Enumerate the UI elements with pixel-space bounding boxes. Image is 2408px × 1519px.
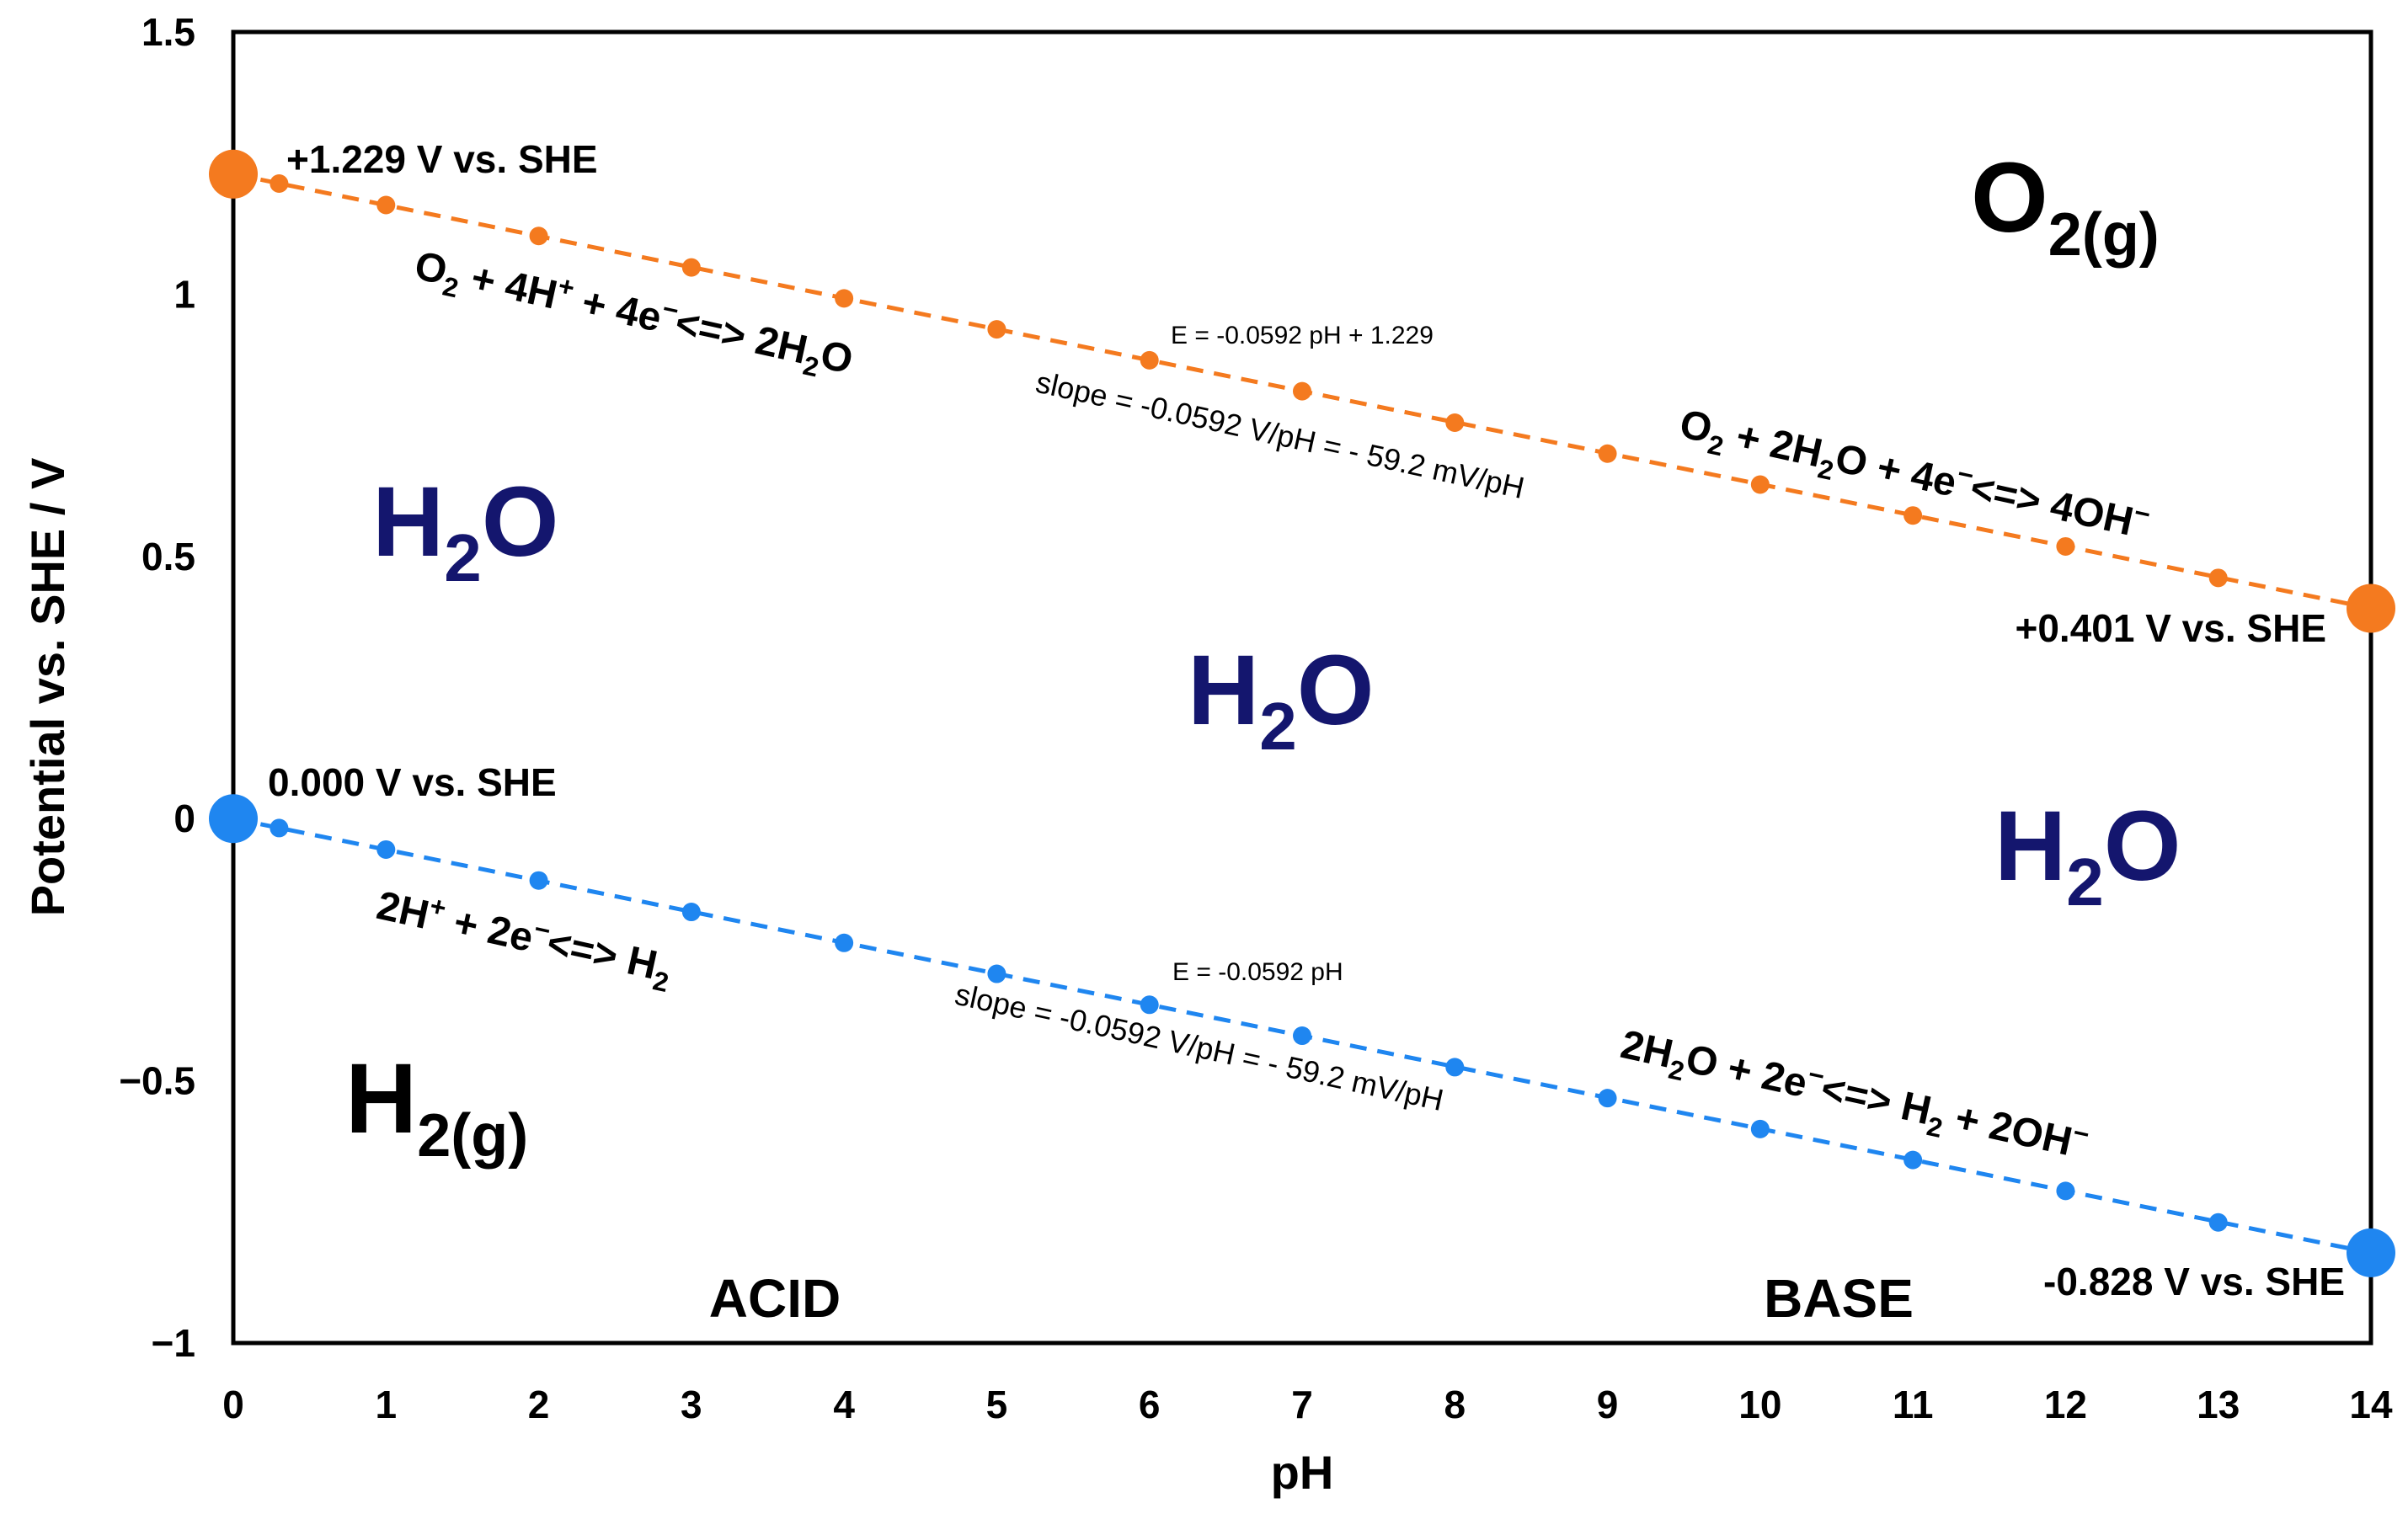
o2-end-label: +0.401 V vs. SHE: [2015, 606, 2326, 650]
h2-data-point: [1598, 1089, 1617, 1108]
x-tick-label: 4: [833, 1383, 855, 1426]
x-axis-ticks: 0 1 2 3 4 5 6 7 8 9 10 11 12 13 14: [222, 1383, 2393, 1426]
plot-area: [231, 29, 2373, 1346]
o2-start-marker: [209, 149, 258, 199]
h2-data-point: [376, 839, 396, 859]
o2-data-point: [1140, 350, 1159, 370]
x-tick-label: 7: [1291, 1383, 1313, 1426]
h2-start-marker: [209, 794, 258, 844]
x-tick-label: 1: [375, 1383, 397, 1426]
water-label-center: H2O: [1188, 635, 1375, 764]
h2-data-point: [1750, 1119, 1770, 1138]
h2-gas-label: H2(g): [345, 1043, 528, 1170]
y-tick-label: −1: [152, 1321, 195, 1365]
y-tick-label: −0.5: [119, 1059, 195, 1103]
x-tick-label: 10: [1738, 1383, 1781, 1426]
h2-end-label: -0.828 V vs. SHE: [2043, 1260, 2345, 1303]
h2-data-point: [2056, 1181, 2075, 1201]
x-axis-title: pH: [1271, 1446, 1334, 1499]
o2-data-point: [1903, 506, 1923, 525]
x-tick-label: 11: [1893, 1383, 1934, 1426]
o2-data-point: [1293, 381, 1311, 401]
water-label-right: H2O: [1994, 791, 2181, 919]
x-tick-label: 13: [2197, 1383, 2240, 1426]
base-label: BASE: [1764, 1268, 1914, 1329]
x-tick-label: 5: [986, 1383, 1008, 1426]
y-tick-label: 0: [174, 797, 195, 840]
o2-start-label: +1.229 V vs. SHE: [286, 137, 598, 181]
o2-gas-label: O2(g): [1971, 142, 2160, 269]
o2-data-point: [2056, 536, 2075, 556]
o2-data-point: [270, 173, 289, 193]
h2-data-point: [1445, 1058, 1465, 1077]
h2-data-point: [681, 903, 701, 922]
o2-data-point: [1445, 413, 1465, 432]
o2-data-point: [835, 289, 854, 308]
y-tick-label: 1.5: [141, 10, 195, 54]
o2-data-point: [2208, 568, 2228, 588]
x-tick-label: 2: [528, 1383, 550, 1426]
y-axis-ticks: 1.5 1 0.5 0 −0.5 −1: [119, 10, 195, 1365]
acid-label: ACID: [709, 1268, 841, 1329]
x-tick-label: 3: [681, 1383, 702, 1426]
x-tick-label: 12: [2044, 1383, 2087, 1426]
x-tick-label: 14: [2349, 1383, 2393, 1426]
o2-data-point: [987, 320, 1006, 339]
h2-data-point: [835, 933, 854, 952]
h2-data-point: [270, 818, 289, 838]
y-tick-label: 0.5: [141, 535, 195, 578]
series-layer: [209, 149, 2395, 1277]
y-axis-title: Potential vs. SHE / V: [21, 458, 74, 917]
h2-data-point: [2208, 1213, 2228, 1232]
h2-data-point: [1903, 1150, 1923, 1170]
o2-data-point: [1750, 475, 1770, 494]
h2-data-point: [1293, 1026, 1311, 1046]
h2-data-point: [1140, 995, 1159, 1015]
o2-end-marker: [2347, 584, 2395, 633]
x-tick-label: 6: [1139, 1383, 1161, 1426]
o2-equation: E = -0.0592 pH + 1.229: [1171, 322, 1434, 349]
h2-equation: E = -0.0592 pH: [1172, 958, 1343, 986]
h2-start-label: 0.000 V vs. SHE: [268, 760, 557, 804]
o2-data-point: [376, 195, 396, 215]
x-tick-label: 8: [1444, 1383, 1466, 1426]
y-tick-label: 1: [174, 272, 195, 316]
x-tick-label: 9: [1597, 1383, 1619, 1426]
o2-data-point: [529, 227, 548, 246]
o2-data-point: [681, 258, 701, 277]
x-tick-label: 0: [222, 1383, 244, 1426]
water-label-left: H2O: [372, 466, 559, 595]
h2-data-point: [987, 964, 1006, 983]
o2-data-point: [1598, 444, 1617, 463]
h2-end-marker: [2347, 1228, 2395, 1277]
h2-data-point: [529, 871, 548, 890]
